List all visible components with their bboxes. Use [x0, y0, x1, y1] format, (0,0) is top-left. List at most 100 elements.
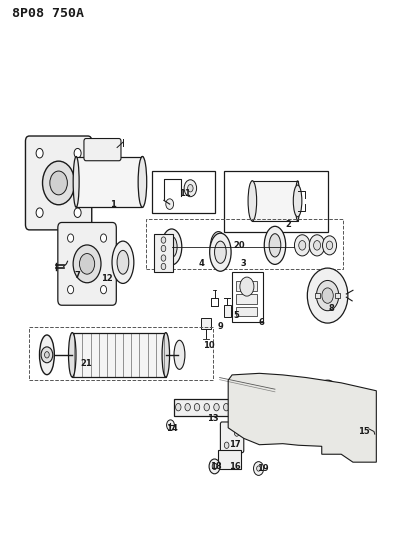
Circle shape	[253, 462, 264, 475]
Circle shape	[36, 208, 43, 217]
Circle shape	[316, 280, 339, 311]
Circle shape	[299, 240, 306, 250]
FancyBboxPatch shape	[26, 136, 92, 230]
FancyBboxPatch shape	[84, 139, 121, 161]
Circle shape	[36, 148, 43, 158]
Bar	[201, 318, 211, 329]
Ellipse shape	[269, 233, 281, 257]
Ellipse shape	[312, 380, 343, 438]
Circle shape	[204, 403, 210, 411]
Text: 20: 20	[233, 241, 245, 250]
Bar	[315, 293, 320, 298]
Text: 21: 21	[80, 359, 92, 368]
Ellipse shape	[174, 340, 185, 369]
Bar	[146, 219, 343, 269]
Ellipse shape	[166, 236, 177, 257]
Circle shape	[67, 286, 74, 294]
Circle shape	[185, 403, 190, 411]
Circle shape	[161, 237, 166, 243]
Bar	[236, 281, 257, 291]
Ellipse shape	[138, 157, 147, 207]
Circle shape	[212, 463, 217, 470]
Ellipse shape	[214, 238, 223, 255]
Ellipse shape	[162, 333, 169, 377]
Circle shape	[256, 466, 260, 471]
Text: 18: 18	[210, 462, 221, 471]
Bar	[232, 272, 263, 322]
Circle shape	[67, 234, 74, 242]
Circle shape	[74, 148, 81, 158]
Circle shape	[167, 420, 175, 431]
Ellipse shape	[248, 181, 256, 221]
Text: 8: 8	[329, 304, 335, 313]
Bar	[30, 327, 213, 380]
Ellipse shape	[162, 229, 182, 265]
Ellipse shape	[293, 185, 302, 217]
Ellipse shape	[112, 241, 134, 284]
Circle shape	[73, 245, 101, 283]
Circle shape	[307, 268, 348, 323]
Circle shape	[80, 254, 95, 274]
Circle shape	[248, 403, 253, 411]
Bar	[152, 171, 215, 213]
Circle shape	[50, 171, 67, 195]
Bar	[76, 157, 142, 207]
Ellipse shape	[215, 241, 226, 263]
Ellipse shape	[39, 335, 54, 375]
Bar	[72, 333, 166, 377]
Circle shape	[184, 180, 197, 197]
Polygon shape	[228, 373, 376, 462]
Ellipse shape	[139, 157, 145, 207]
Ellipse shape	[250, 181, 255, 221]
Circle shape	[100, 286, 107, 294]
Circle shape	[41, 347, 53, 363]
Text: 1: 1	[110, 199, 116, 208]
Ellipse shape	[117, 251, 129, 274]
Bar	[223, 305, 230, 317]
Circle shape	[161, 245, 166, 252]
Circle shape	[209, 459, 220, 474]
Bar	[174, 399, 255, 416]
Bar	[154, 233, 173, 272]
Circle shape	[323, 236, 336, 255]
Bar	[335, 293, 340, 298]
Circle shape	[309, 235, 325, 256]
Circle shape	[74, 208, 81, 217]
Bar	[218, 450, 242, 469]
Circle shape	[224, 442, 229, 448]
Circle shape	[43, 161, 75, 205]
Circle shape	[223, 403, 229, 411]
Circle shape	[234, 430, 239, 436]
Circle shape	[361, 423, 369, 435]
Circle shape	[100, 234, 107, 242]
Circle shape	[214, 403, 219, 411]
Circle shape	[166, 199, 174, 209]
Circle shape	[314, 240, 321, 250]
Text: 4: 4	[199, 259, 204, 268]
Circle shape	[194, 403, 200, 411]
Circle shape	[294, 235, 310, 256]
Text: 14: 14	[166, 424, 178, 433]
Text: 2: 2	[286, 220, 292, 229]
Bar	[252, 181, 297, 221]
Bar	[236, 294, 257, 303]
Circle shape	[161, 263, 166, 270]
Text: 6: 6	[258, 318, 264, 327]
Text: 11: 11	[178, 189, 190, 198]
Circle shape	[45, 352, 49, 358]
Text: 13: 13	[207, 414, 218, 423]
Circle shape	[161, 255, 166, 261]
Text: 15: 15	[358, 427, 370, 436]
Ellipse shape	[73, 157, 79, 207]
Ellipse shape	[210, 232, 227, 262]
Ellipse shape	[69, 333, 76, 377]
Text: 17: 17	[229, 440, 240, 449]
FancyBboxPatch shape	[58, 222, 116, 305]
Text: 9: 9	[217, 322, 223, 331]
Circle shape	[243, 403, 248, 411]
Text: 16: 16	[229, 462, 240, 471]
Ellipse shape	[296, 181, 299, 221]
Text: 8P08 750A: 8P08 750A	[12, 7, 84, 20]
Text: 5: 5	[233, 311, 239, 320]
Text: 7: 7	[74, 271, 80, 280]
